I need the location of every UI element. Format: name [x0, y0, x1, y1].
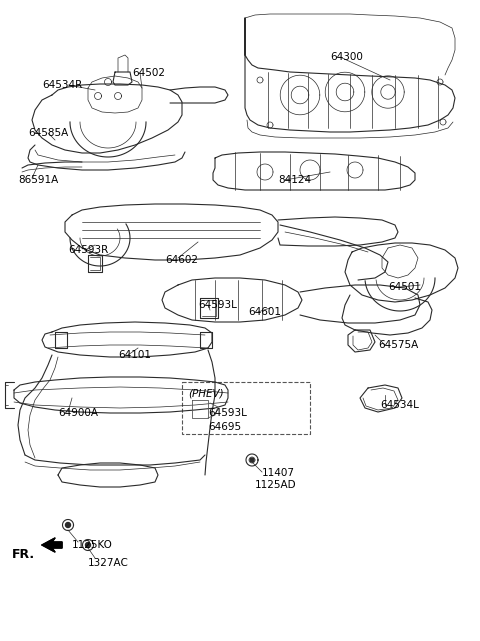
- Text: 84124: 84124: [278, 175, 311, 185]
- Text: 64601: 64601: [248, 307, 281, 317]
- Polygon shape: [42, 538, 62, 552]
- Text: 1125KO: 1125KO: [72, 540, 113, 550]
- Text: 64695: 64695: [208, 422, 241, 432]
- Text: 11407: 11407: [262, 468, 295, 478]
- Text: 64593L: 64593L: [198, 300, 237, 310]
- Text: 64593R: 64593R: [68, 245, 108, 255]
- Text: 64534L: 64534L: [380, 400, 419, 410]
- Text: (PHEV): (PHEV): [188, 388, 224, 398]
- Polygon shape: [65, 522, 71, 528]
- Polygon shape: [250, 458, 254, 462]
- Text: FR.: FR.: [12, 548, 35, 561]
- Text: 1327AC: 1327AC: [88, 558, 129, 568]
- Polygon shape: [85, 542, 91, 547]
- Text: 64501: 64501: [388, 282, 421, 292]
- Text: 64585A: 64585A: [28, 128, 68, 138]
- Text: 64900A: 64900A: [58, 408, 98, 418]
- Text: 86591A: 86591A: [18, 175, 58, 185]
- Text: 64101: 64101: [118, 350, 151, 360]
- Text: 64502: 64502: [132, 68, 165, 78]
- Text: 64300: 64300: [330, 52, 363, 62]
- Text: 64593L: 64593L: [208, 408, 247, 418]
- Text: 64575A: 64575A: [378, 340, 418, 350]
- Text: 64602: 64602: [165, 255, 198, 265]
- Text: 64534R: 64534R: [42, 80, 82, 90]
- Text: 1125AD: 1125AD: [255, 480, 297, 490]
